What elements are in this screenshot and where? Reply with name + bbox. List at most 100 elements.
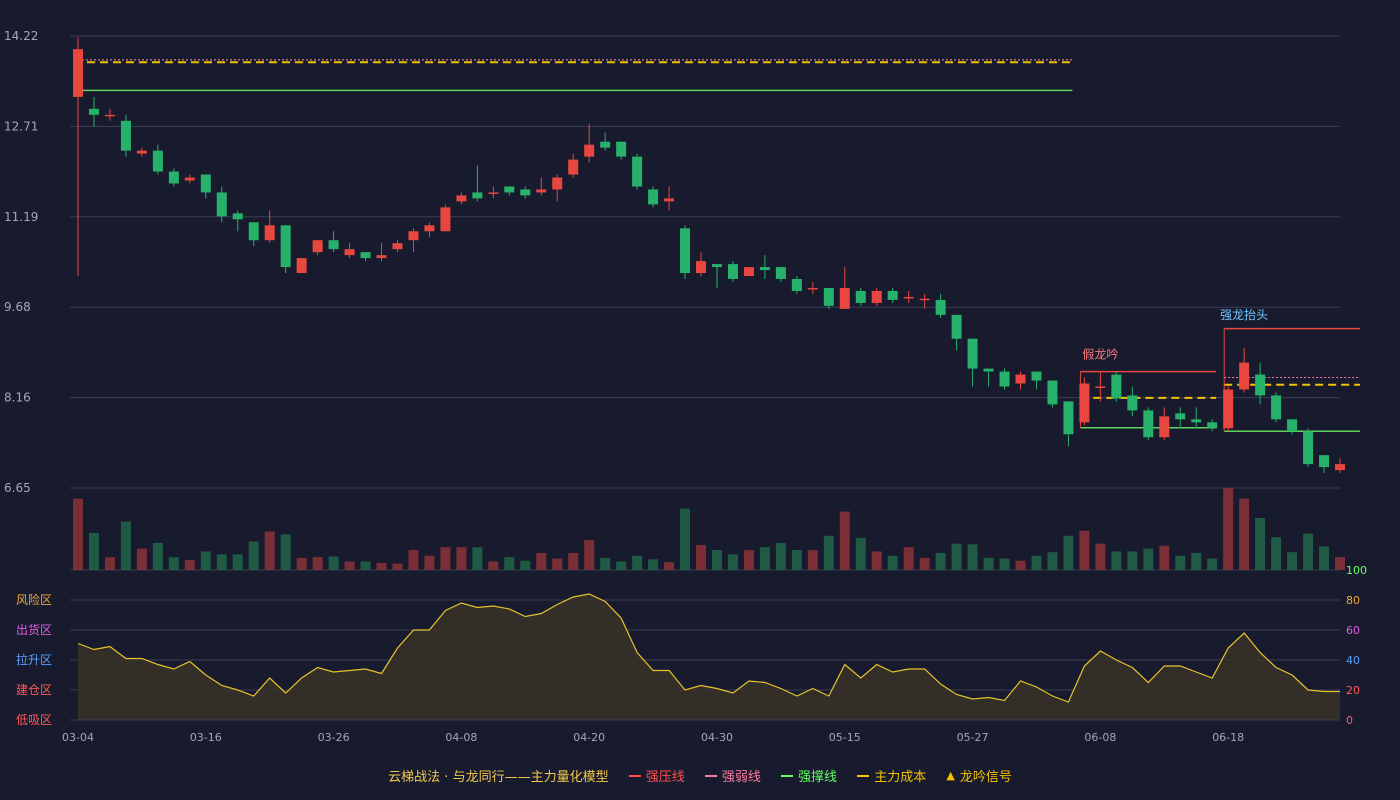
candle-body <box>216 192 227 217</box>
candle-body <box>536 189 547 193</box>
volume-bar <box>73 498 83 570</box>
candle-body <box>696 261 707 274</box>
candle-body <box>1191 419 1202 423</box>
volume-bar <box>440 547 451 570</box>
candle-body <box>1319 455 1330 468</box>
dragon-signal-label: 强龙抬头 <box>1220 308 1268 322</box>
indicator-tick-label: 40 <box>1346 654 1360 667</box>
candle-body <box>344 249 355 256</box>
volume-bar <box>1271 537 1282 570</box>
volume-bar <box>136 548 147 570</box>
candle-body <box>616 141 627 157</box>
candle-body <box>504 186 515 193</box>
triangle-icon: ▲ <box>946 769 955 782</box>
legend-cost-swatch <box>857 774 870 777</box>
volume-bar <box>1175 555 1186 570</box>
legend-weak-swatch <box>704 774 717 777</box>
volume-bar <box>552 558 563 570</box>
volume-bar <box>88 532 99 570</box>
date-tick-label: 03-16 <box>190 731 222 744</box>
candle-body <box>312 240 323 253</box>
volume-bar <box>632 555 643 570</box>
candle-body <box>1207 422 1218 429</box>
candle-body <box>152 150 163 172</box>
candle-body <box>552 177 563 190</box>
volume-bar <box>168 557 179 570</box>
candle-body <box>1239 362 1250 390</box>
candle-body <box>887 290 898 300</box>
volume-bar <box>120 521 131 570</box>
candle-body <box>1111 374 1122 399</box>
candle-body <box>280 225 291 268</box>
candle-body <box>855 290 866 303</box>
volume-bar <box>408 550 419 570</box>
candle-body <box>440 207 451 232</box>
candle-body <box>1303 431 1314 465</box>
price-tick-label: 11.19 <box>4 210 38 224</box>
date-tick-label: 03-04 <box>62 731 94 744</box>
volume-bar <box>743 550 754 570</box>
volume-bar <box>1335 557 1345 570</box>
volume-bar <box>1287 552 1298 570</box>
indicator-tick-label: 80 <box>1346 594 1360 607</box>
volume-bar <box>504 557 515 570</box>
date-tick-label: 04-30 <box>701 731 733 744</box>
candle-body <box>424 225 435 232</box>
candle-body <box>823 287 834 306</box>
candle-body <box>839 287 850 309</box>
volume-bar <box>903 547 914 570</box>
candle-body <box>1127 395 1138 411</box>
volume-bar <box>999 558 1010 570</box>
legend-label: 强压线 <box>645 770 685 785</box>
candle-body <box>632 156 643 187</box>
volume-bar <box>1047 552 1058 570</box>
volume-bar <box>919 557 930 570</box>
volume-bar <box>568 552 579 570</box>
volume-bar <box>280 534 291 570</box>
date-tick-label: 04-08 <box>445 731 477 744</box>
zone-label: 建仓区 <box>16 683 52 697</box>
zone-label: 低吸区 <box>16 713 52 727</box>
candle-body <box>360 252 371 259</box>
volume-bar <box>264 531 275 570</box>
volume-bar <box>1223 488 1234 570</box>
price-tick-label: 8.16 <box>4 391 31 405</box>
volume-bar <box>536 552 547 570</box>
volume-bar <box>935 552 946 570</box>
legend-item-strong-support: 强撑线 <box>781 766 837 785</box>
legend-item-strong-weak: 强弱线 <box>704 766 761 785</box>
indicator-tick-label: 0 <box>1346 714 1353 727</box>
candle-body <box>264 225 275 241</box>
volume-bar <box>648 559 659 570</box>
zone-label: 出货区 <box>16 622 52 637</box>
candle-body <box>296 258 307 274</box>
candle-body <box>727 264 738 280</box>
legend-pressure-swatch <box>628 774 641 777</box>
volume-bar <box>871 551 882 570</box>
indicator-line <box>77 593 1340 703</box>
price-tick-label: 9.68 <box>4 300 31 314</box>
indicator-tick-label: 100 <box>1346 564 1367 577</box>
legend-item-strong-pressure: 强压线 <box>628 766 685 785</box>
candle-body <box>1063 401 1074 435</box>
date-tick-label: 04-20 <box>573 731 605 744</box>
volume-bar <box>839 511 850 570</box>
volume-bar <box>1303 533 1314 570</box>
candle-body <box>1159 416 1170 438</box>
dragon-signal-label: 假龙吟 <box>1082 346 1118 361</box>
candle-body <box>200 174 211 193</box>
volume-bar <box>759 547 770 570</box>
candle-body <box>759 267 770 271</box>
volume-bar <box>983 557 994 570</box>
candle-body <box>73 49 83 97</box>
volume-bar <box>807 550 818 570</box>
volume-bar <box>152 542 163 570</box>
volume-bar <box>584 540 595 570</box>
candle-body <box>807 287 818 290</box>
candle-body <box>120 120 131 151</box>
candle-body <box>1175 413 1186 420</box>
candle-body <box>1335 464 1345 471</box>
volume-bar <box>1319 546 1330 570</box>
candle-body <box>248 222 259 241</box>
